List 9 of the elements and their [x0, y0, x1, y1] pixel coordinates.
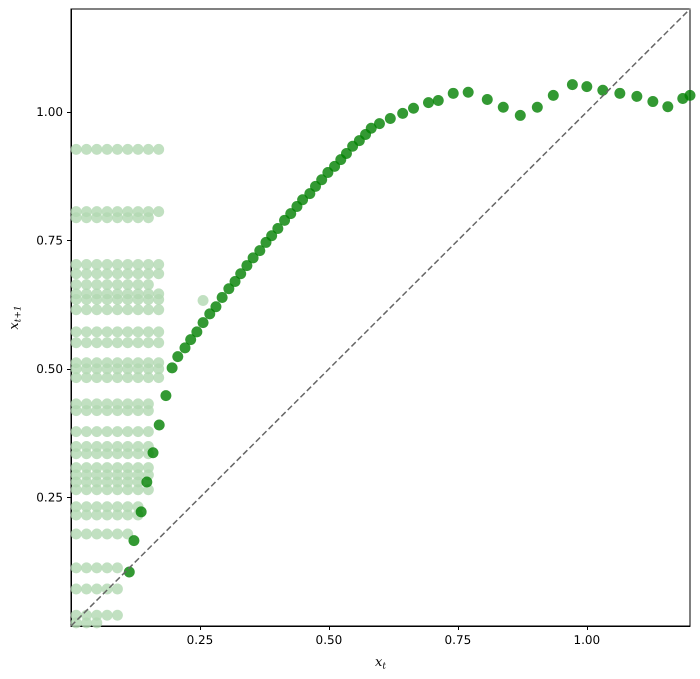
x-tick-label: 1.00 [573, 633, 600, 647]
x-tick-label: 0.75 [444, 633, 472, 647]
y-tick-label: 0.25 [36, 490, 63, 504]
y-axis-title: xt+1 [7, 305, 24, 330]
y-tick-label: 1.00 [36, 104, 63, 119]
y-tick-label: 0.75 [36, 233, 63, 248]
y-tick-label: 0.50 [36, 362, 63, 376]
x-tick-label: 0.25 [186, 633, 214, 647]
x-tick-label: 0.50 [316, 633, 342, 647]
